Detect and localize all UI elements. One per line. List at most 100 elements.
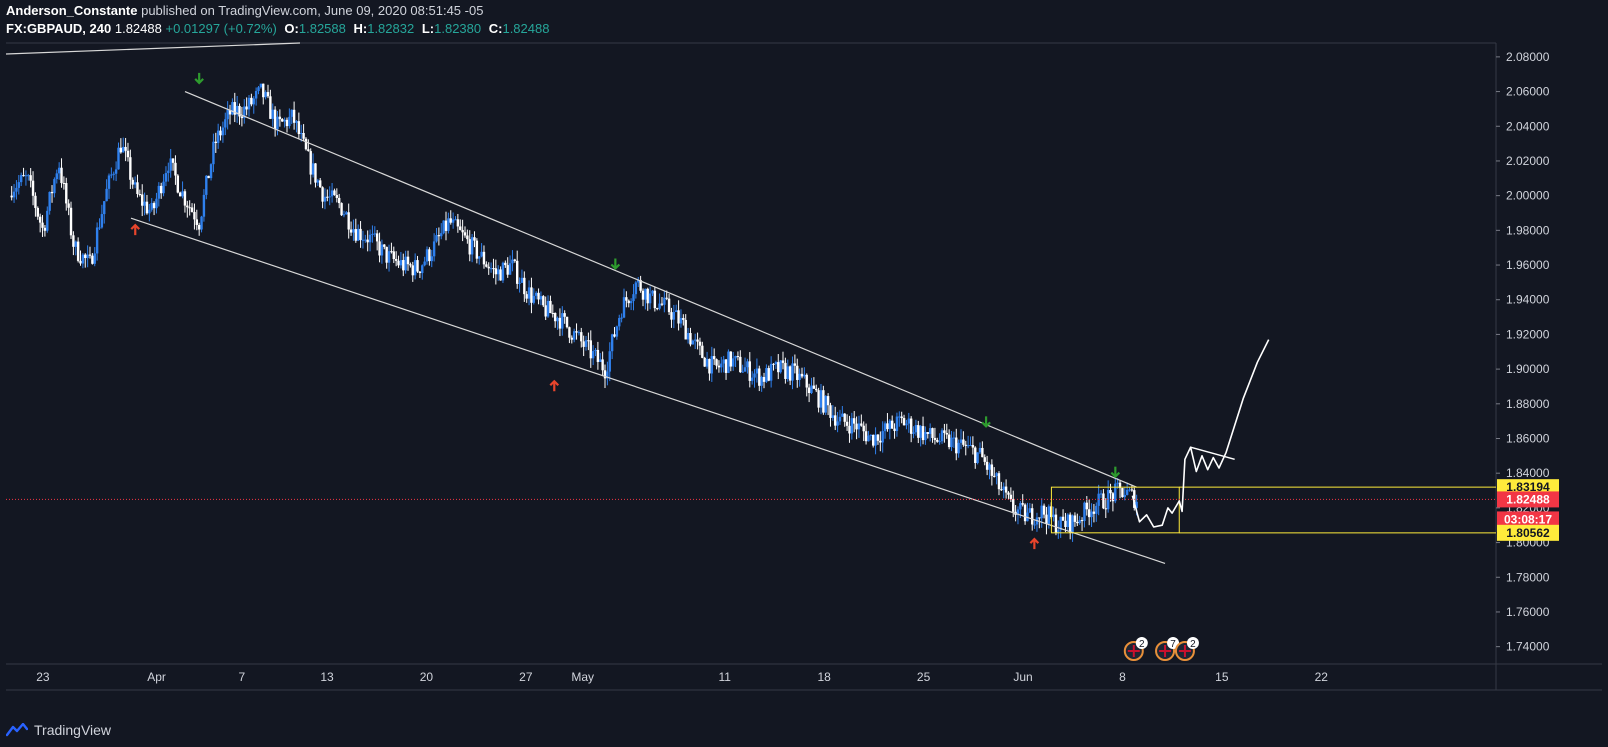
candle-body (380, 244, 384, 256)
candle-body (141, 194, 144, 206)
price-tick-label: 1.76000 (1506, 605, 1550, 619)
time-tick-label: 27 (519, 670, 533, 684)
candle-body (843, 413, 846, 422)
candle-body (304, 138, 308, 150)
candle-body (138, 193, 142, 195)
candle-body (112, 173, 115, 175)
event-flag[interactable]: 2 (1174, 637, 1199, 661)
candle-body (997, 473, 1001, 490)
candle-body (482, 251, 486, 265)
candle-body (900, 416, 903, 419)
candles (10, 83, 1138, 542)
box-bottom-price-tag[interactable]: 1.80562 (1497, 524, 1559, 541)
candle-body (485, 264, 488, 267)
candle-body (105, 188, 108, 202)
candle-body (739, 356, 742, 373)
event-flag[interactable]: 7 (1155, 637, 1180, 661)
candle-body (689, 333, 692, 345)
candle-body (186, 205, 189, 208)
candle-body (881, 431, 884, 443)
price-tick-label: 1.92000 (1506, 327, 1550, 341)
candle-body (1121, 488, 1124, 498)
candle-body (214, 141, 217, 143)
event-count-label: 7 (1170, 639, 1176, 650)
candle-body (1104, 508, 1107, 510)
candle-body (252, 98, 255, 105)
candle-body (629, 301, 633, 304)
time-tick-label: 13 (320, 670, 334, 684)
candle-body (587, 340, 590, 342)
event-count-badge (1167, 637, 1180, 649)
candle-body (651, 290, 654, 294)
candle-body (41, 222, 44, 228)
candle-body (364, 239, 367, 241)
symbol-line: FX:GBPAUD, 240 1.82488 +0.01297 (+0.72%)… (6, 20, 549, 38)
candle-body (549, 300, 552, 314)
candle-body (788, 366, 792, 381)
candle-body (561, 313, 564, 329)
candle-body (606, 371, 609, 379)
event-flag[interactable]: 2 (1123, 637, 1148, 661)
candle-body (36, 207, 39, 217)
candle-body (886, 423, 889, 430)
candle-body (1125, 489, 1129, 495)
candle-body (57, 167, 61, 174)
candle-body (338, 197, 341, 204)
candle-body (397, 260, 400, 266)
bar-countdown-tag[interactable]: 03:08:17 (1497, 511, 1559, 528)
candle-body (603, 370, 607, 379)
candle-body (966, 445, 970, 447)
candle-body (779, 360, 782, 373)
candle-body (15, 187, 18, 192)
tradingview-footer[interactable]: TradingView (6, 718, 111, 742)
candle-body (741, 371, 744, 373)
price-axis[interactable]: 2.08000 2.06000 2.04000 2.02000 2.00000 1.980… (1496, 50, 1559, 654)
price-tag-label: 1.82488 (1506, 492, 1550, 506)
candle-body (826, 396, 830, 406)
candle-body (65, 183, 68, 204)
time-tick-label: Apr (147, 670, 166, 684)
arrow-down-icon (610, 258, 621, 271)
candle-body (648, 293, 652, 304)
candle-body (413, 260, 417, 276)
candle-body (373, 233, 377, 235)
candle-body (582, 341, 585, 347)
candle-body (558, 317, 562, 329)
candle-body (95, 227, 99, 254)
candle-body (1095, 505, 1098, 514)
candle-body (594, 349, 597, 352)
close-value: 1.82488 (502, 21, 550, 36)
author-name[interactable]: Anderson_Constante (6, 3, 138, 18)
candle-body (114, 169, 118, 174)
candle-body (978, 447, 982, 453)
candle-body (610, 334, 614, 352)
current-price-tag[interactable]: 1.82488 (1497, 491, 1559, 508)
candle-body (1109, 489, 1112, 494)
candle-body (634, 282, 638, 295)
candle-body (107, 175, 111, 189)
candle-body (219, 130, 222, 136)
candle-body (988, 464, 991, 470)
symbol-name[interactable]: FX:GBPAUD, 240 (6, 21, 112, 36)
candle-body (677, 310, 680, 324)
economic-events[interactable]: 2 7 2 (1123, 637, 1199, 661)
candle-body (791, 363, 794, 381)
candle-body (463, 232, 467, 236)
channel-lower-line (130, 217, 1166, 564)
candle-body (335, 195, 339, 198)
candle-body (824, 396, 827, 413)
candle-body (620, 317, 623, 319)
candle-body (385, 246, 388, 263)
time-axis[interactable]: 23 Apr 7 13 20 27 May 11 18 25 Jun 8 15 22 (36, 670, 1328, 684)
box-top-price-tag[interactable]: 1.83194 (1497, 479, 1559, 496)
candle-body (1087, 509, 1091, 518)
candle-body (637, 279, 640, 283)
candle-body (1106, 489, 1110, 510)
candle-body (539, 296, 543, 300)
candle-body (302, 133, 305, 139)
candle-body (1135, 501, 1138, 508)
candle-body (136, 182, 139, 194)
candle-body (285, 119, 289, 127)
candle-body (1073, 515, 1077, 522)
